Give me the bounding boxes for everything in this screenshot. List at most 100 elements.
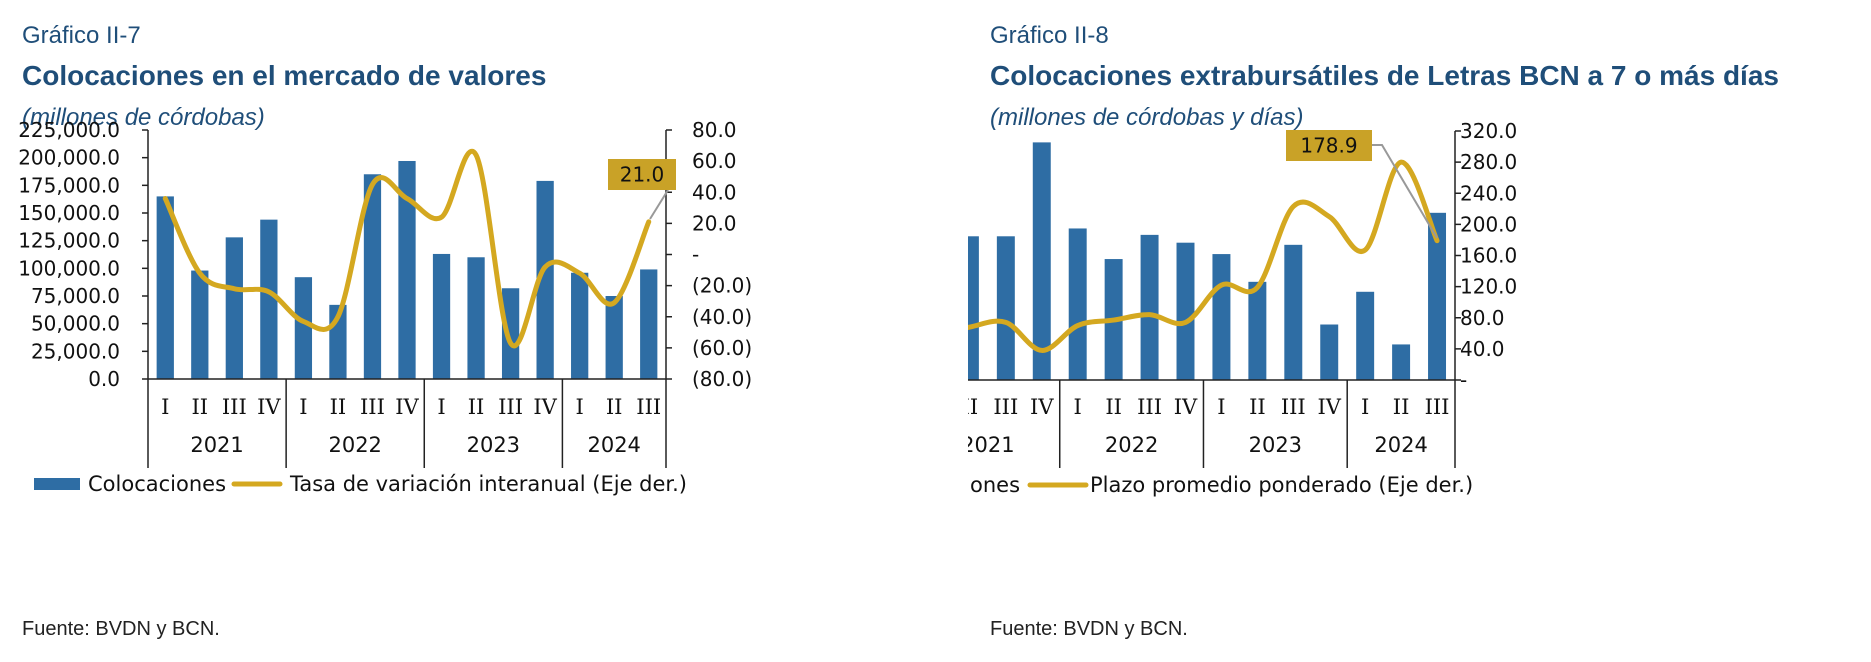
year-label: 2021 xyxy=(968,433,1015,457)
right-axis-tick-label: 80.0 xyxy=(1460,306,1505,330)
callout-label: 178.9 xyxy=(1300,134,1357,158)
chart-panel-right: Gráfico II-8 Colocaciones extrabursátile… xyxy=(968,0,1871,662)
bar-I xyxy=(294,277,313,379)
bar-IV xyxy=(1320,324,1339,380)
right-axis-tick-label: 20.0 xyxy=(692,211,737,235)
category-label: III xyxy=(498,395,523,419)
right-axis-tick-label: 60.0 xyxy=(692,149,737,173)
right-axis-tick-label: (80.0) xyxy=(692,367,752,391)
category-label: II xyxy=(1393,395,1410,419)
category-label: IV xyxy=(1174,395,1198,419)
left-axis-tick-label: 125,000.0 xyxy=(18,229,120,253)
bar-I xyxy=(156,196,174,379)
year-label: 2023 xyxy=(1249,433,1302,457)
bar-I xyxy=(1212,254,1231,380)
left-axis-tick-label: 0.0 xyxy=(88,367,120,391)
category-label: III xyxy=(993,395,1018,419)
category-label: I xyxy=(437,395,445,419)
category-label: IV xyxy=(533,395,557,419)
category-label: III xyxy=(360,395,385,419)
category-label: I xyxy=(576,395,584,419)
legend-label-line: Tasa de variación interanual (Eje der.) xyxy=(289,472,687,496)
year-label: 2022 xyxy=(1105,433,1158,457)
bar-III xyxy=(996,236,1015,380)
right-axis-tick-label: (20.0) xyxy=(692,274,752,298)
chart-subtitle: (millones de córdobas) xyxy=(22,104,265,131)
chart-svg: 0.0 25,000.0 50,000.0 75,000.0 100,000.0 125,… xyxy=(18,118,752,496)
bar-II xyxy=(467,257,485,379)
right-axis-tick-label: 160.0 xyxy=(1460,244,1517,268)
bar-III xyxy=(640,269,658,379)
left-axis-tick-label: 25,000.0 xyxy=(31,339,120,363)
right-axis-tick-label: (40.0) xyxy=(692,305,752,329)
category-label: IV xyxy=(1317,395,1341,419)
right-axis-tick-label: (60.0) xyxy=(692,336,752,360)
bar-III xyxy=(1428,212,1447,380)
left-axis-tick-label: 200,000.0 xyxy=(18,146,120,170)
category-label: II xyxy=(1249,395,1266,419)
right-axis-tick-label: 320.0 xyxy=(1460,119,1517,143)
legend-label-bar: Colocaciones xyxy=(968,473,1020,497)
bar-I xyxy=(571,272,589,379)
category-label: III xyxy=(1281,395,1306,419)
right-axis-tick-label: 120.0 xyxy=(1460,275,1517,299)
line-series xyxy=(968,159,1440,353)
bar-I xyxy=(1068,228,1087,380)
category-label: IV xyxy=(257,395,281,419)
category-label: IV xyxy=(395,395,419,419)
category-label: III xyxy=(222,395,247,419)
category-label: III xyxy=(1137,395,1162,419)
left-axis-tick-label: 100,000.0 xyxy=(18,256,120,280)
right-axis-tick-label: 40.0 xyxy=(1460,337,1505,361)
left-axis-tick-label: 50,000.0 xyxy=(31,312,120,336)
bar-I xyxy=(432,253,451,379)
category-label: II xyxy=(330,395,347,419)
right-axis-tick-label: 80.0 xyxy=(692,118,737,142)
bar-III xyxy=(225,237,243,379)
category-label: II xyxy=(1105,395,1122,419)
callout-box xyxy=(608,159,676,190)
callout-box xyxy=(1286,130,1372,161)
bar-III xyxy=(501,288,520,379)
chart-svg: 0.05,000.010,000.015,000.020,000.025,000… xyxy=(968,119,1517,497)
bar-II xyxy=(1392,344,1411,380)
legend-label-line: Plazo promedio ponderado (Eje der.) xyxy=(1090,473,1473,497)
legend-swatch-bar xyxy=(34,478,80,490)
callout-leader xyxy=(1372,144,1438,239)
right-axis-tick-label: 280.0 xyxy=(1460,150,1517,174)
category-label: III xyxy=(636,395,661,419)
category-label: I xyxy=(161,395,169,419)
category-label: III xyxy=(1425,395,1450,419)
year-label: 2022 xyxy=(328,433,381,457)
right-axis-tick-label: 40.0 xyxy=(692,180,737,204)
bar-II xyxy=(1248,281,1267,380)
year-label: 2024 xyxy=(1374,433,1427,457)
chart-source: Fuente: BVDN y BCN. xyxy=(22,618,220,640)
category-label: II xyxy=(192,395,209,419)
bar-IV xyxy=(1176,242,1195,380)
right-axis-tick-label: 200.0 xyxy=(1460,212,1517,236)
chart-panel-left: Gráfico II-7 Colocaciones en el mercado … xyxy=(0,0,935,662)
legend-label-bar: Colocaciones xyxy=(88,472,226,496)
figure-number: Gráfico II-8 xyxy=(990,22,1109,49)
category-label: I xyxy=(1217,395,1225,419)
right-axis-tick-label: - xyxy=(1460,368,1467,392)
chart-title: Colocaciones extrabursátiles de Letras B… xyxy=(990,60,1779,91)
chart-title: Colocaciones en el mercado de valores xyxy=(22,60,547,91)
category-label: II xyxy=(968,395,978,419)
category-label: II xyxy=(606,395,623,419)
callout-leader xyxy=(649,189,669,220)
left-axis-tick-label: 150,000.0 xyxy=(18,201,120,225)
right-axis-tick-label: 240.0 xyxy=(1460,181,1517,205)
year-label: 2021 xyxy=(190,433,243,457)
bar-I xyxy=(1356,291,1375,380)
category-label: I xyxy=(1361,395,1369,419)
bar-IV xyxy=(536,180,554,379)
figure-number: Gráfico II-7 xyxy=(22,22,141,49)
callout-label: 21.0 xyxy=(620,163,665,187)
bar-IV xyxy=(260,219,278,379)
bar-II xyxy=(605,296,623,379)
year-label: 2023 xyxy=(467,433,520,457)
right-axis-tick-label: - xyxy=(692,243,699,267)
bar-IV xyxy=(1032,142,1051,380)
